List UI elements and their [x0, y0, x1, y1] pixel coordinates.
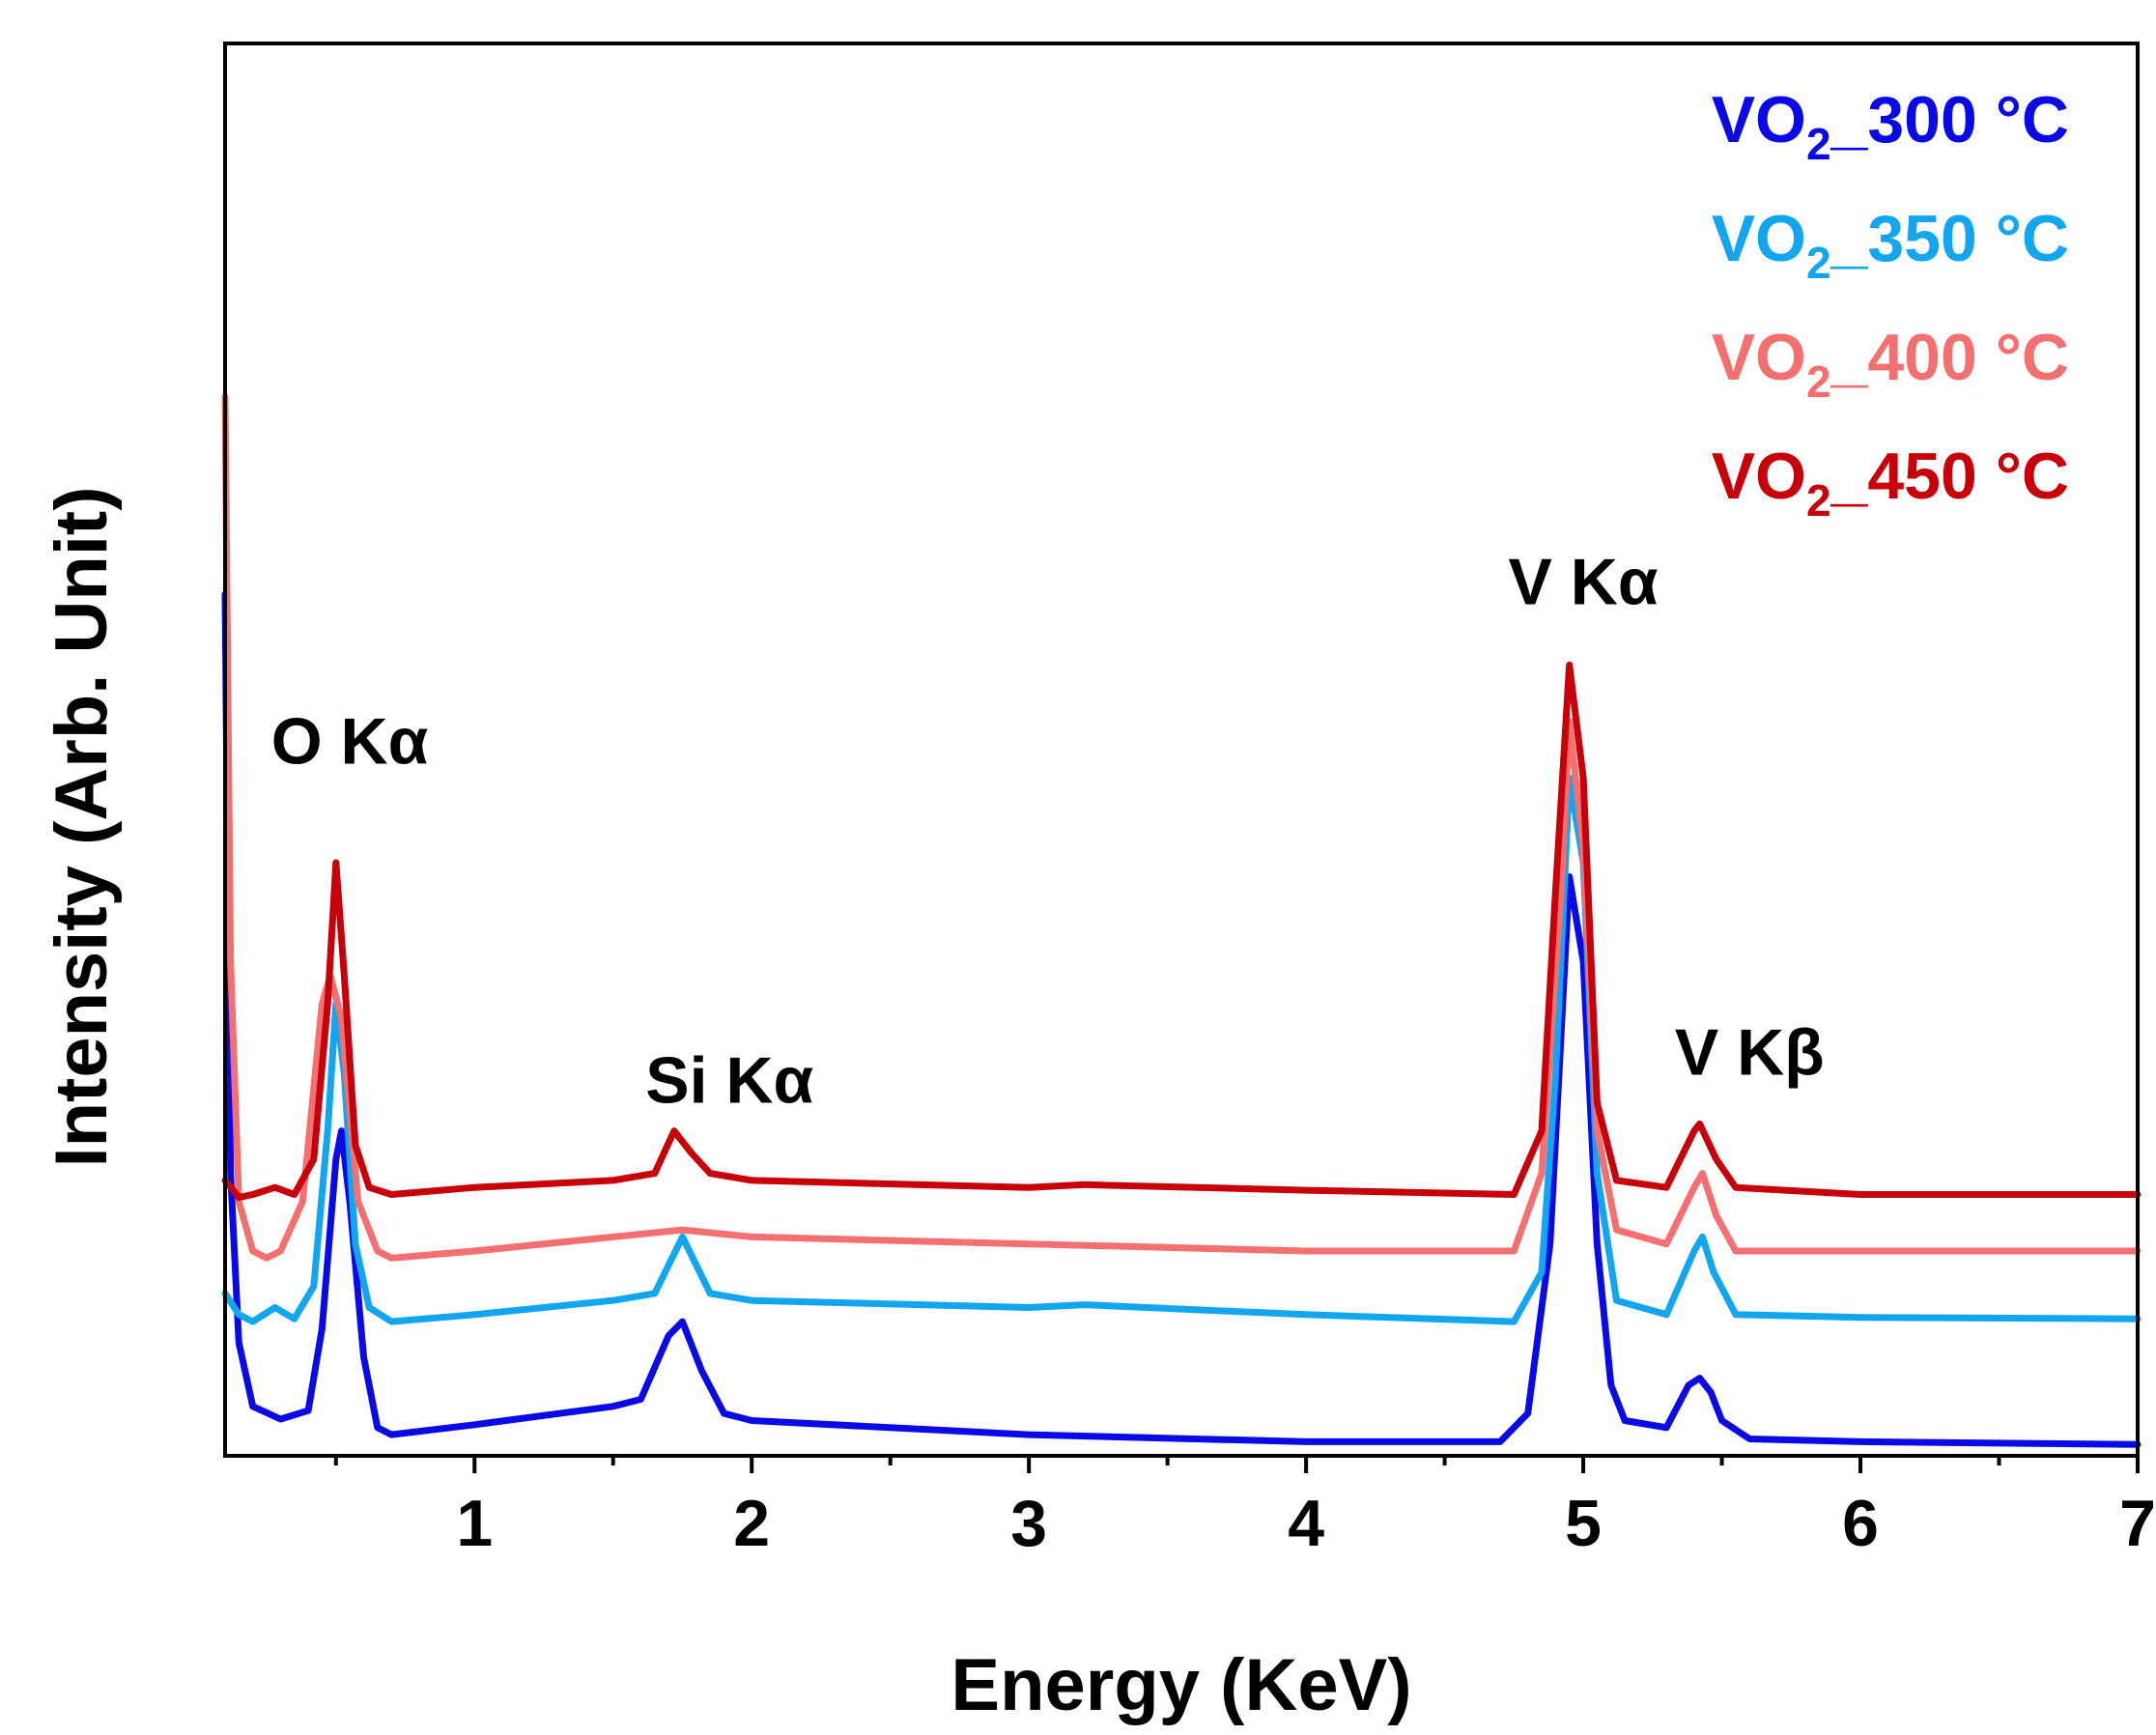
legend-entry-3: VO2_400 °C: [1712, 321, 2069, 407]
x-tick-label: 3: [1010, 1487, 1047, 1560]
plot-frame: [223, 42, 2140, 1458]
x-tick-label: 6: [1842, 1487, 1879, 1560]
series-line-3: [221, 393, 2142, 1262]
x-tick-label: 2: [733, 1487, 770, 1560]
legend: VO2_300 °C VO2_350 °C VO2_400 °C VO2_450 °C: [1712, 83, 2069, 526]
peak-label: V Kα: [1509, 545, 1659, 618]
peak-label: O Kα: [271, 705, 429, 779]
series-line-2: [221, 774, 2142, 1325]
series-line-1: [221, 590, 2142, 1448]
peak-label: V Kβ: [1675, 1015, 1825, 1089]
legend-entry-1: VO2_300 °C: [1712, 83, 2069, 169]
legend-entry-4: VO2_450 °C: [1712, 440, 2069, 526]
y-axis-title: Intensity (Arb. Unit): [41, 486, 123, 1167]
peak-labels: O Kα Si Kα V Kα V Kβ: [271, 545, 1825, 1117]
peak-label: Si Kα: [645, 1044, 813, 1118]
x-tick-label: 7: [2119, 1487, 2156, 1560]
series-layer: [221, 393, 2142, 1448]
x-tick-label: 1: [456, 1487, 493, 1560]
x-tick-label: 4: [1288, 1487, 1324, 1560]
legend-entry-2: VO2_350 °C: [1712, 202, 2069, 288]
series-line-4: [221, 661, 2142, 1201]
x-axis-ticks: 1 2 3 4 5 6 7: [333, 1456, 2156, 1560]
x-tick-label: 5: [1565, 1487, 1602, 1560]
x-axis-title: Energy (KeV): [950, 1644, 1411, 1726]
